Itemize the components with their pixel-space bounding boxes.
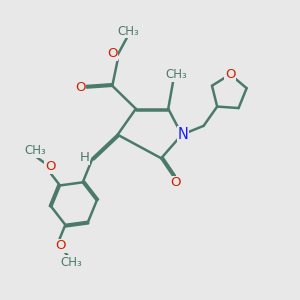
Text: O: O (45, 160, 55, 173)
Text: CH₃: CH₃ (25, 144, 46, 157)
Text: H: H (80, 151, 89, 164)
Text: N: N (178, 127, 189, 142)
Text: CH₃: CH₃ (60, 256, 82, 269)
Text: O: O (56, 239, 66, 252)
Text: CH₃: CH₃ (118, 25, 140, 38)
Text: CH₃: CH₃ (165, 68, 187, 81)
Text: O: O (225, 68, 236, 81)
Text: O: O (75, 81, 86, 94)
Text: O: O (107, 47, 118, 60)
Text: O: O (170, 176, 180, 190)
